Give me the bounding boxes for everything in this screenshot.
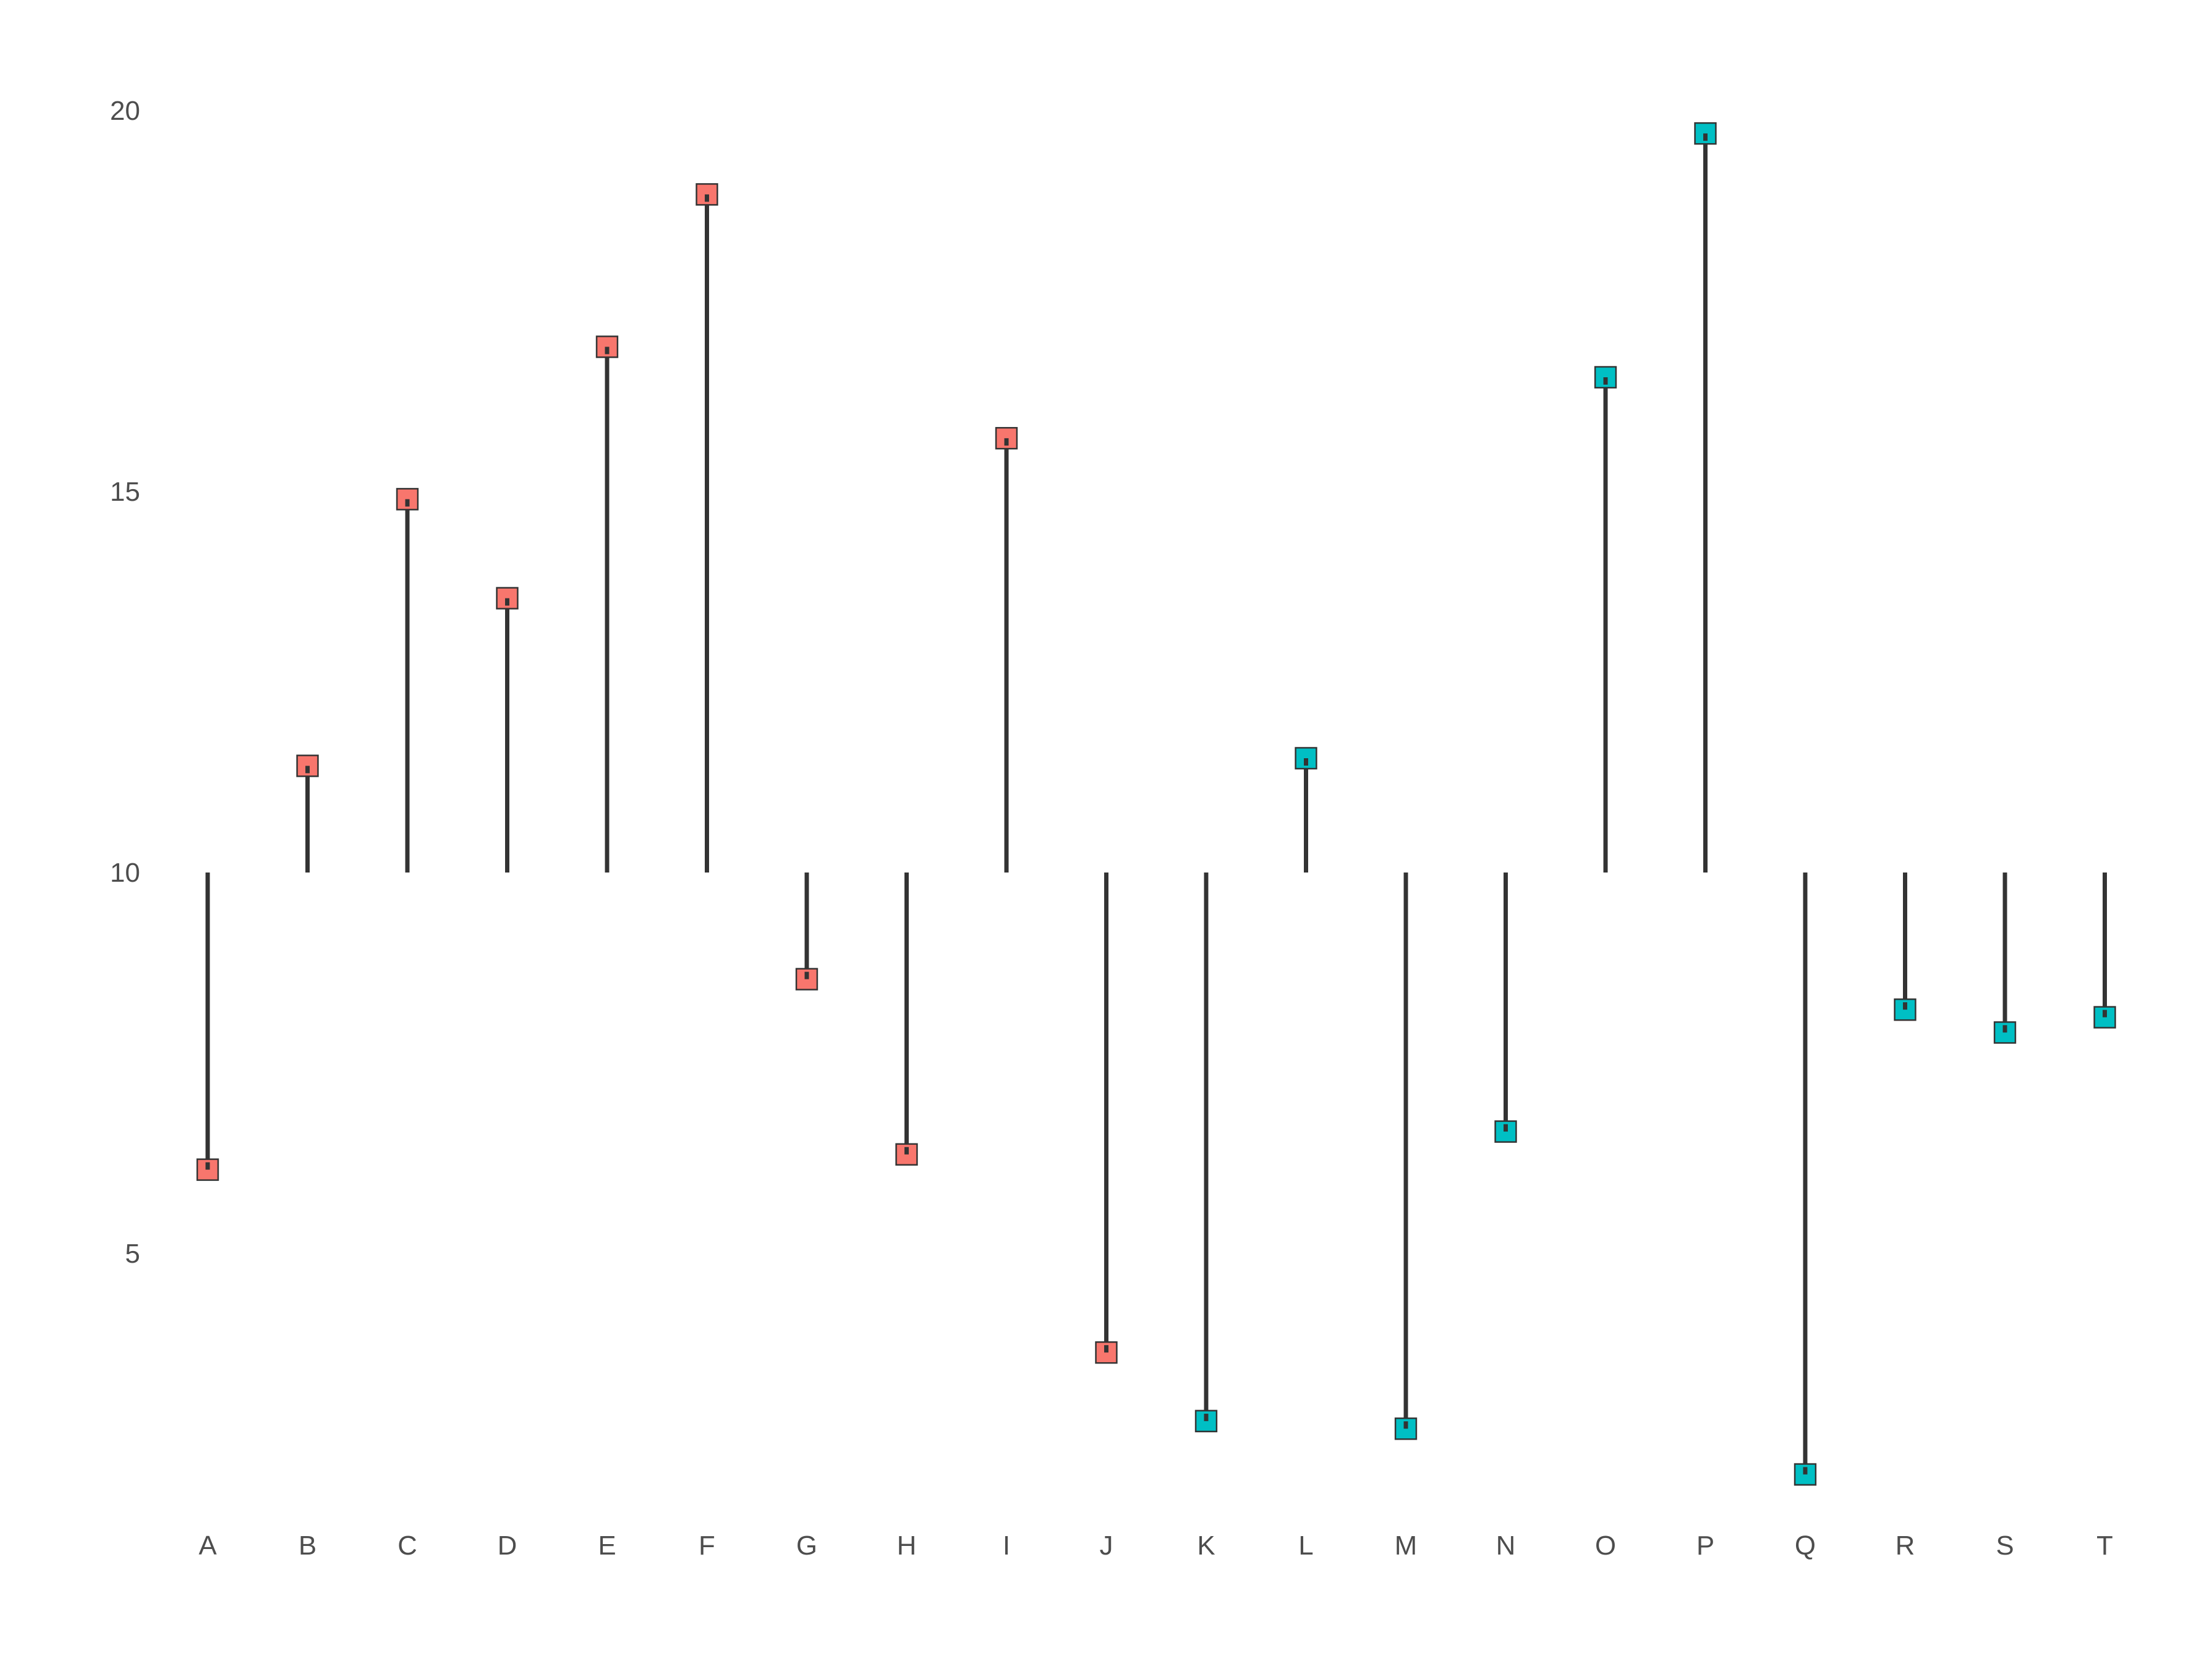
y-tick-label: 15 [110, 477, 140, 507]
y-axis-labels: 5 10 15 20 [110, 96, 140, 1269]
x-axis-labels: A B C D E F G H I J K L M N O P Q R S T [198, 1531, 2113, 1561]
x-tick-label: O [1595, 1531, 1616, 1561]
y-tick-label: 20 [110, 96, 140, 126]
x-tick-label: D [498, 1531, 517, 1561]
x-tick-label: I [1003, 1531, 1010, 1561]
point-m [1394, 1417, 1418, 1440]
x-tick-label: S [1996, 1531, 2014, 1561]
x-tick-label: K [1197, 1531, 1215, 1561]
x-tick-label: Q [1795, 1531, 1816, 1561]
x-tick-label: H [897, 1531, 917, 1561]
stems [205, 133, 2107, 1475]
x-tick-label: F [699, 1531, 715, 1561]
x-tick-label: B [299, 1531, 316, 1561]
x-tick-label: P [1696, 1531, 1714, 1561]
y-tick-label: 5 [125, 1239, 140, 1269]
x-tick-label: G [796, 1531, 817, 1561]
x-tick-label: M [1395, 1531, 1418, 1561]
y-tick-label: 10 [110, 858, 140, 888]
x-tick-label: L [1298, 1531, 1313, 1561]
x-tick-label: N [1496, 1531, 1516, 1561]
x-tick-label: C [398, 1531, 417, 1561]
x-tick-label: E [598, 1531, 616, 1561]
x-tick-label: J [1100, 1531, 1113, 1561]
markers [196, 122, 2116, 1486]
x-tick-label: R [1896, 1531, 1915, 1561]
x-tick-label: T [2096, 1531, 2113, 1561]
x-tick-label: A [198, 1531, 217, 1561]
